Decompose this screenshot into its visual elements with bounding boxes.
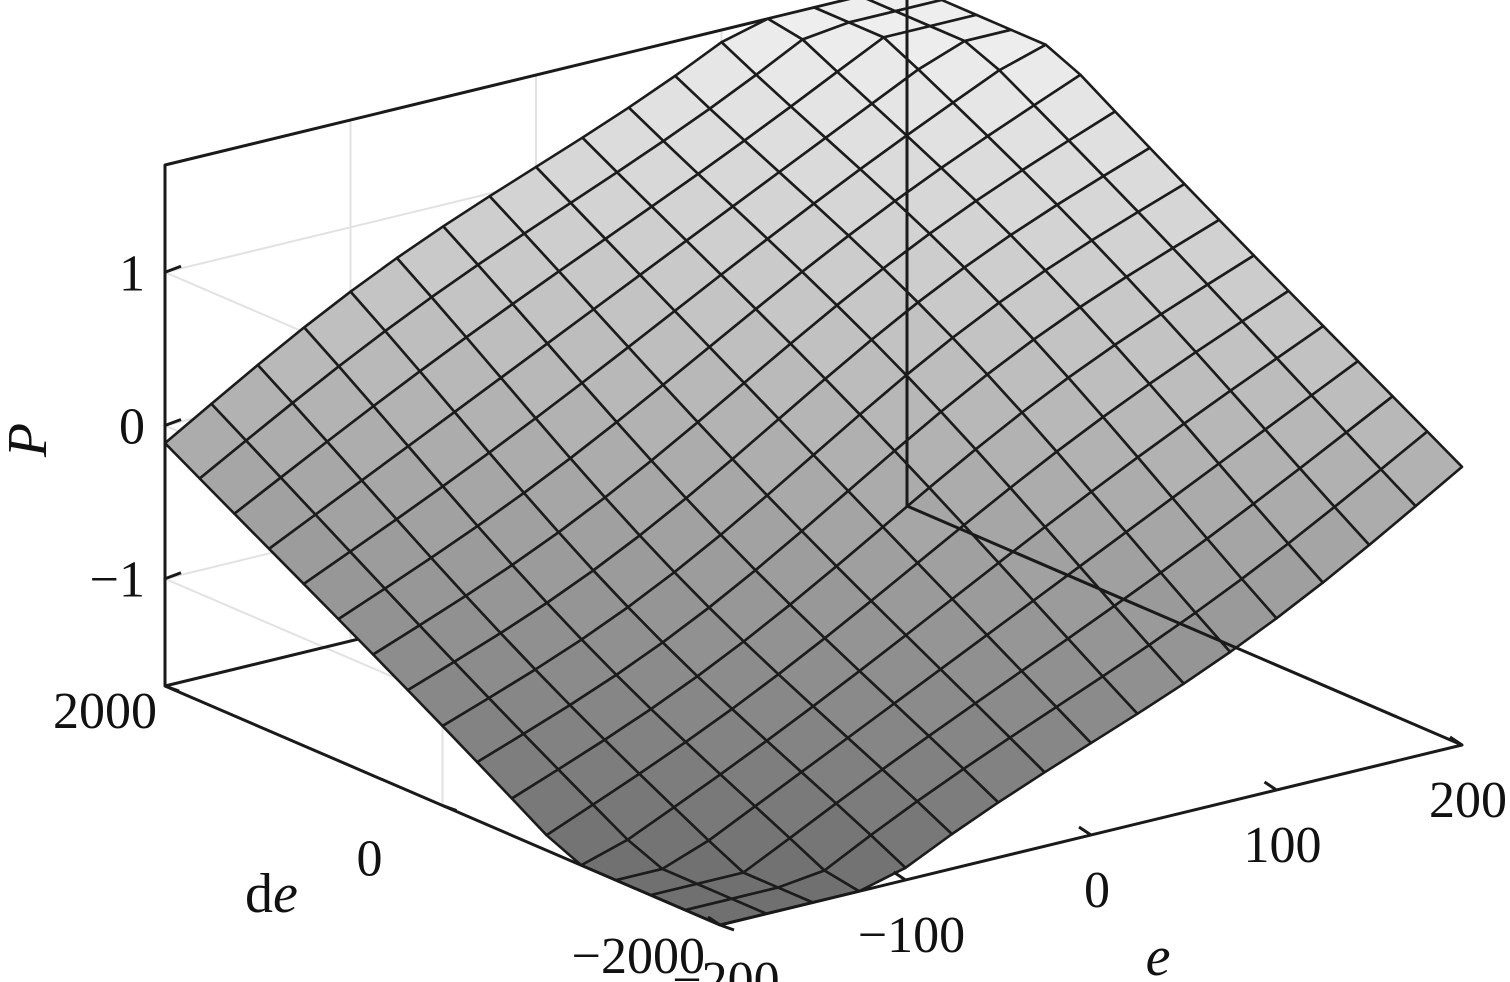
y-axis-label: de [245, 863, 298, 925]
x-tick-label: 100 [1244, 817, 1322, 874]
z-tick [164, 264, 182, 274]
x-tick-label: 0 [1084, 862, 1110, 919]
x-tick [1263, 780, 1278, 792]
x-tick-label: −200 [672, 952, 779, 982]
tick-labels: −1 0 1 −200 −100 0 100 200 −2000 0 2000 [53, 245, 1507, 982]
y-tick [441, 804, 458, 812]
tick-marks [164, 264, 1463, 932]
z-tick-label: −1 [90, 552, 145, 609]
z-tick-label: 1 [119, 245, 145, 302]
z-tick [164, 571, 182, 581]
x-tick [1078, 825, 1092, 837]
x-tick [707, 915, 721, 927]
surface-mesh [163, 0, 1464, 927]
y-axis-label-var: e [273, 863, 298, 925]
z-axis-label: P [0, 423, 59, 458]
x-tick-label: −100 [858, 907, 965, 964]
y-axis-label-prefix: d [245, 863, 273, 925]
x-tick [1449, 735, 1463, 747]
x-tick [892, 870, 907, 882]
x-tick-label: 200 [1429, 772, 1507, 829]
y-tick-label: 2000 [53, 683, 157, 740]
z-tick [164, 418, 182, 427]
y-tick-label: −2000 [572, 928, 705, 982]
y-tick [164, 684, 180, 693]
y-tick [719, 923, 735, 932]
y-tick-label: 0 [357, 831, 383, 888]
x-axis-label: e [1146, 926, 1171, 982]
z-tick-label: 0 [119, 399, 145, 456]
